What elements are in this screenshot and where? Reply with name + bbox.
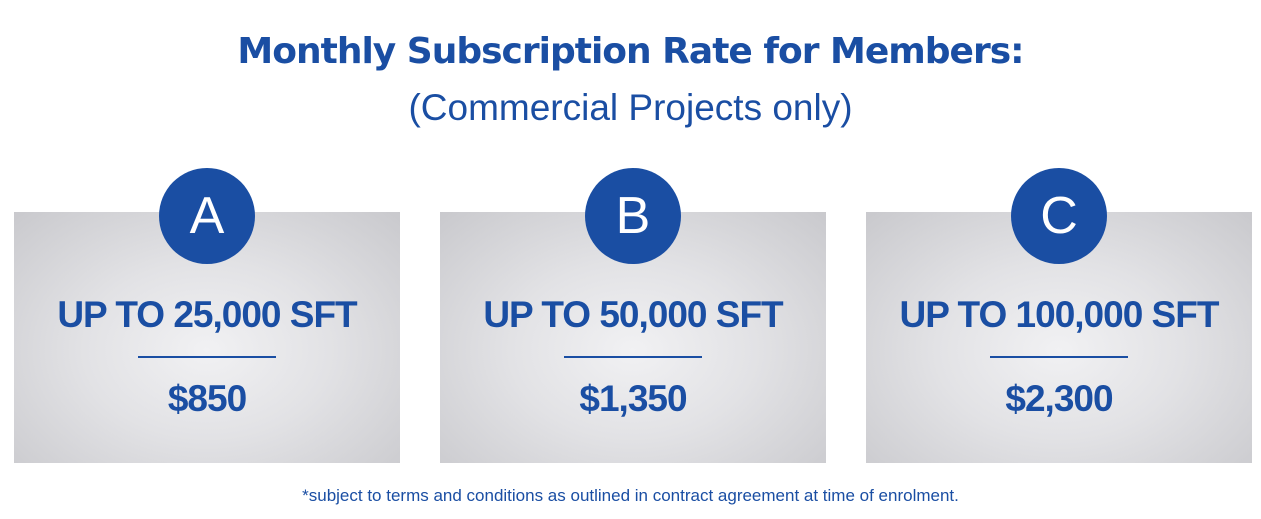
page-subtitle: (Commercial Projects only) xyxy=(408,87,853,128)
plan-badge-a: A xyxy=(159,168,255,264)
plan-badge-b: B xyxy=(585,168,681,264)
plan-size-a: UP TO 25,000 SFT xyxy=(57,294,357,335)
plan-divider-b xyxy=(564,356,702,358)
plan-size-c: UP TO 100,000 SFT xyxy=(899,294,1220,335)
plan-price-a: $850 xyxy=(167,378,247,419)
plan-price-c: $2,300 xyxy=(1005,378,1113,419)
plan-price-b: $1,350 xyxy=(579,378,687,419)
plan-size-b: UP TO 50,000 SFT xyxy=(483,294,783,335)
plan-divider-a xyxy=(138,356,276,358)
plan-divider-c xyxy=(990,356,1128,358)
plan-badge-c: C xyxy=(1011,168,1107,264)
plan-card-a: A UP TO 25,000 SFT $850 xyxy=(14,168,400,463)
plan-card-b: B UP TO 50,000 SFT $1,350 xyxy=(440,168,826,463)
page-title: Monthly Subscription Rate for Members: xyxy=(237,31,1024,72)
plan-card-c: C UP TO 100,000 SFT $2,300 xyxy=(866,168,1252,463)
footnote: *subject to terms and conditions as outl… xyxy=(302,486,959,505)
